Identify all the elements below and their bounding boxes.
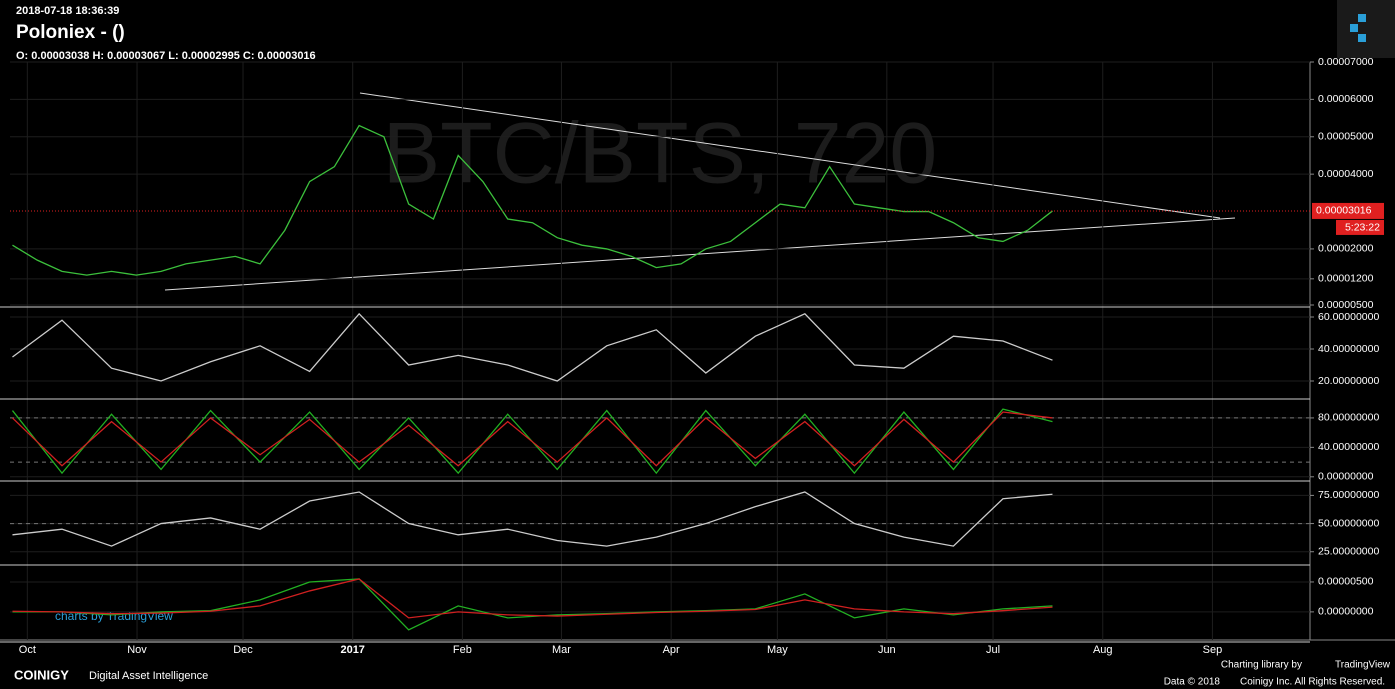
rights: Coinigy Inc. All Rights Reserved. [1240, 677, 1385, 688]
x-tick-label: Mar [552, 644, 571, 656]
x-tick-label: Sep [1203, 644, 1223, 656]
series-line [12, 312, 1053, 382]
y-tick-label: 50.00000000 [1318, 517, 1379, 529]
y-tick-label: 0.00000000 [1318, 606, 1374, 618]
x-tick-label: Nov [127, 644, 147, 656]
y-tick-label: 0.00000500 [1318, 299, 1374, 311]
trendline [359, 92, 1221, 219]
x-tick-label: Oct [19, 644, 36, 656]
library-credit: Charting library by [1221, 660, 1302, 671]
trendline [164, 217, 1236, 291]
y-tick-label: 40.00000000 [1318, 441, 1379, 453]
y-tick-label: 0.00006000 [1318, 93, 1374, 105]
price-tag [1312, 202, 1384, 219]
library-name[interactable]: TradingView [1335, 660, 1391, 671]
logo [1350, 14, 1366, 42]
y-tick-label: 0.00000500 [1318, 576, 1374, 588]
x-tick-label: Apr [663, 644, 680, 656]
series-line [12, 578, 1053, 631]
y-tick-label: 60.00000000 [1318, 311, 1379, 323]
y-tick-label: 0.00000000 [1318, 471, 1374, 483]
x-tick-label: Aug [1093, 644, 1113, 656]
y-tick-label: 75.00000000 [1318, 489, 1379, 501]
series-line [12, 124, 1053, 276]
title: Poloniex - () [16, 22, 125, 43]
x-tick-label: Dec [233, 644, 253, 656]
y-tick-label: 25.00000000 [1318, 546, 1379, 558]
y-tick-label: 80.00000000 [1318, 412, 1379, 424]
tagline: Digital Asset Intelligence [89, 670, 208, 682]
brand: COINIGY [14, 667, 69, 682]
x-tick-label: 2017 [340, 644, 364, 656]
y-tick-label: 0.00002000 [1318, 243, 1374, 255]
x-tick-label: May [767, 644, 788, 656]
y-tick-label: 20.00000000 [1318, 375, 1379, 387]
y-tick-label: 0.00005000 [1318, 131, 1374, 143]
countdown-tag [1336, 219, 1384, 235]
series-line [12, 411, 1053, 467]
watermark: BTC/BTS, 720 [383, 106, 937, 202]
ohlc: O: 0.00003038 H: 0.00003067 L: 0.0000299… [16, 50, 316, 62]
x-tick-label: Feb [453, 644, 472, 656]
y-tick-label: 0.00004000 [1318, 168, 1374, 180]
timestamp: 2018-07-18 18:36:39 [16, 5, 119, 17]
data-year: Data © 2018 [1164, 677, 1221, 688]
series-line [12, 578, 1053, 619]
price-label: 0.00003016 [1316, 205, 1372, 217]
countdown: 5:23:22 [1345, 222, 1380, 234]
y-tick-label: 0.00007000 [1318, 56, 1374, 68]
tv-credit[interactable]: charts by TradingView [55, 609, 173, 623]
x-tick-label: Jul [986, 644, 1000, 656]
y-tick-label: 0.00001200 [1318, 273, 1374, 285]
series-line [12, 491, 1053, 547]
logo-box[interactable] [1337, 0, 1395, 58]
y-tick-label: 40.00000000 [1318, 343, 1379, 355]
x-tick-label: Jun [878, 644, 896, 656]
